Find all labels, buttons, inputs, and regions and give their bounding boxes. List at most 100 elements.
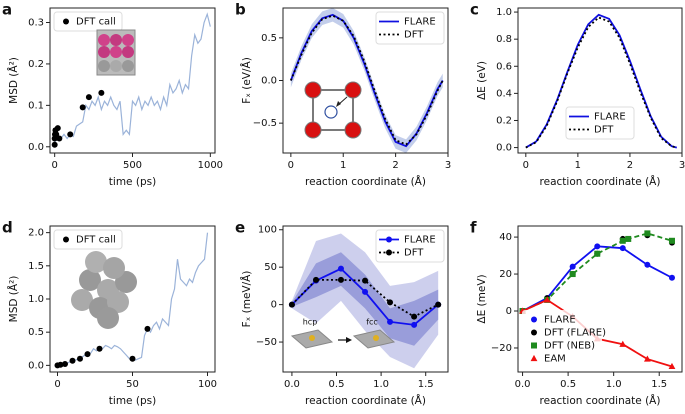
y-axis-label: Fₓ (eV/Å) <box>240 57 253 104</box>
marker <box>84 351 91 358</box>
marker <box>362 288 369 295</box>
marker <box>435 301 442 308</box>
marker <box>531 316 537 323</box>
legend-label: DFT (NEB) <box>544 341 595 352</box>
marker <box>619 340 627 347</box>
annotation: fcc <box>366 318 378 327</box>
marker <box>668 362 676 370</box>
marker <box>96 345 103 352</box>
y-axis-label: MSD (Å²) <box>7 276 20 323</box>
x-axis-label: time (ps) <box>109 176 156 188</box>
panel: 0 1 2 3 0.0 0.2 0.4 0.6 0.8 1.0 reaction coordinat… <box>470 1 685 189</box>
marker <box>531 329 537 336</box>
y-tick-label: 0.0 <box>261 76 277 87</box>
legend-box <box>522 310 602 368</box>
panel-label: f <box>470 219 477 237</box>
x-tick-label: 1000 <box>198 160 223 171</box>
data-line <box>54 12 211 143</box>
panel-label: b <box>235 1 246 19</box>
marker <box>386 249 392 256</box>
x-tick-label: 0 <box>288 160 294 171</box>
marker <box>594 250 601 257</box>
marker <box>51 141 58 148</box>
x-tick-label: 0 <box>523 160 529 171</box>
marker <box>62 361 68 368</box>
legend-label: EAM <box>544 354 566 365</box>
marker <box>625 235 632 242</box>
marker <box>144 325 151 332</box>
marker <box>569 271 576 278</box>
x-tick-label: 50 <box>126 379 139 390</box>
panel: 0.0 0.5 1.0 1.5 −20 0 20 40 reaction coordinate … <box>470 219 683 407</box>
legend-label: DFT <box>404 30 424 41</box>
y-tick-label: 0.4 <box>496 88 512 99</box>
x-axis-label: reaction coordinate (Å) <box>305 394 426 407</box>
y-tick-label: 0.0 <box>28 360 44 371</box>
legend-box <box>375 11 445 45</box>
x-tick-label: 500 <box>123 160 142 171</box>
legend-box <box>375 229 445 263</box>
y-axis-label: ΔE (eV) <box>476 61 488 100</box>
y-tick-label: 50 <box>264 262 277 273</box>
legend-label: DFT <box>594 125 614 136</box>
y-tick-label: 0.6 <box>496 61 512 72</box>
marker <box>79 104 86 111</box>
x-axis-label: reaction coordinate (Å) <box>540 394 661 407</box>
y-tick-label: 1.0 <box>496 7 512 18</box>
y-tick-label: 0.5 <box>28 327 44 338</box>
y-tick-label: 0.8 <box>496 34 512 45</box>
y-tick-label: −50 <box>256 337 277 348</box>
panel: 0 50 100 0.0 0.5 1.0 1.5 2.0 time (ps) MSD (Å²) d D… <box>2 219 217 408</box>
data-line <box>522 232 673 312</box>
legend-box <box>53 11 123 32</box>
legend-label: FLARE <box>594 112 626 123</box>
marker <box>129 355 136 362</box>
y-tick-label: 1.5 <box>28 261 44 272</box>
y-tick-label: 0.5 <box>261 33 277 44</box>
y-tick-label: 0 <box>271 300 277 311</box>
marker <box>531 342 537 349</box>
marker <box>69 357 76 364</box>
y-tick-label: 0.2 <box>496 115 512 126</box>
marker <box>387 318 394 325</box>
legend-box <box>53 229 123 250</box>
y-tick-label: −20 <box>491 343 512 354</box>
x-tick-label: 1.0 <box>373 379 389 390</box>
panel-label: e <box>235 219 245 237</box>
x-tick-label: 0.5 <box>329 379 345 390</box>
legend-label: FLARE <box>404 235 436 246</box>
marker <box>644 230 651 237</box>
marker <box>644 261 651 268</box>
panel-label: a <box>2 1 12 19</box>
x-tick-label: 0.0 <box>284 379 300 390</box>
data-line <box>525 16 678 149</box>
x-tick-label: 3 <box>445 160 451 171</box>
axes-frame <box>517 225 683 373</box>
marker <box>362 277 369 284</box>
y-tick-label: 40 <box>499 232 512 243</box>
x-tick-label: 3 <box>679 160 685 171</box>
marker <box>569 263 576 270</box>
marker <box>386 236 392 243</box>
marker <box>619 245 626 252</box>
x-axis-label: reaction coordinate (Å) <box>540 175 661 188</box>
marker <box>337 265 344 272</box>
marker <box>619 237 626 244</box>
legend-label: DFT <box>404 248 424 259</box>
panel-label: d <box>2 219 13 237</box>
panel: 0 500 1000 0.0 0.1 0.2 0.3 time (ps) MSD (Å²) a DF… <box>2 1 223 189</box>
marker <box>643 355 651 362</box>
inset-hcp-fcc: hcp fcc <box>290 318 396 349</box>
legend-label: DFT call <box>76 235 116 246</box>
marker <box>668 274 675 281</box>
axes-frame <box>517 7 683 154</box>
legend-label: DFT (FLARE) <box>544 328 606 339</box>
marker <box>313 276 319 283</box>
marker <box>411 321 418 328</box>
marker <box>594 243 601 250</box>
y-axis-label: Fₓ (meV/Å) <box>240 271 253 328</box>
y-tick-label: 2.0 <box>28 228 44 239</box>
marker <box>56 135 63 142</box>
y-tick-label: −0.5 <box>253 118 277 129</box>
